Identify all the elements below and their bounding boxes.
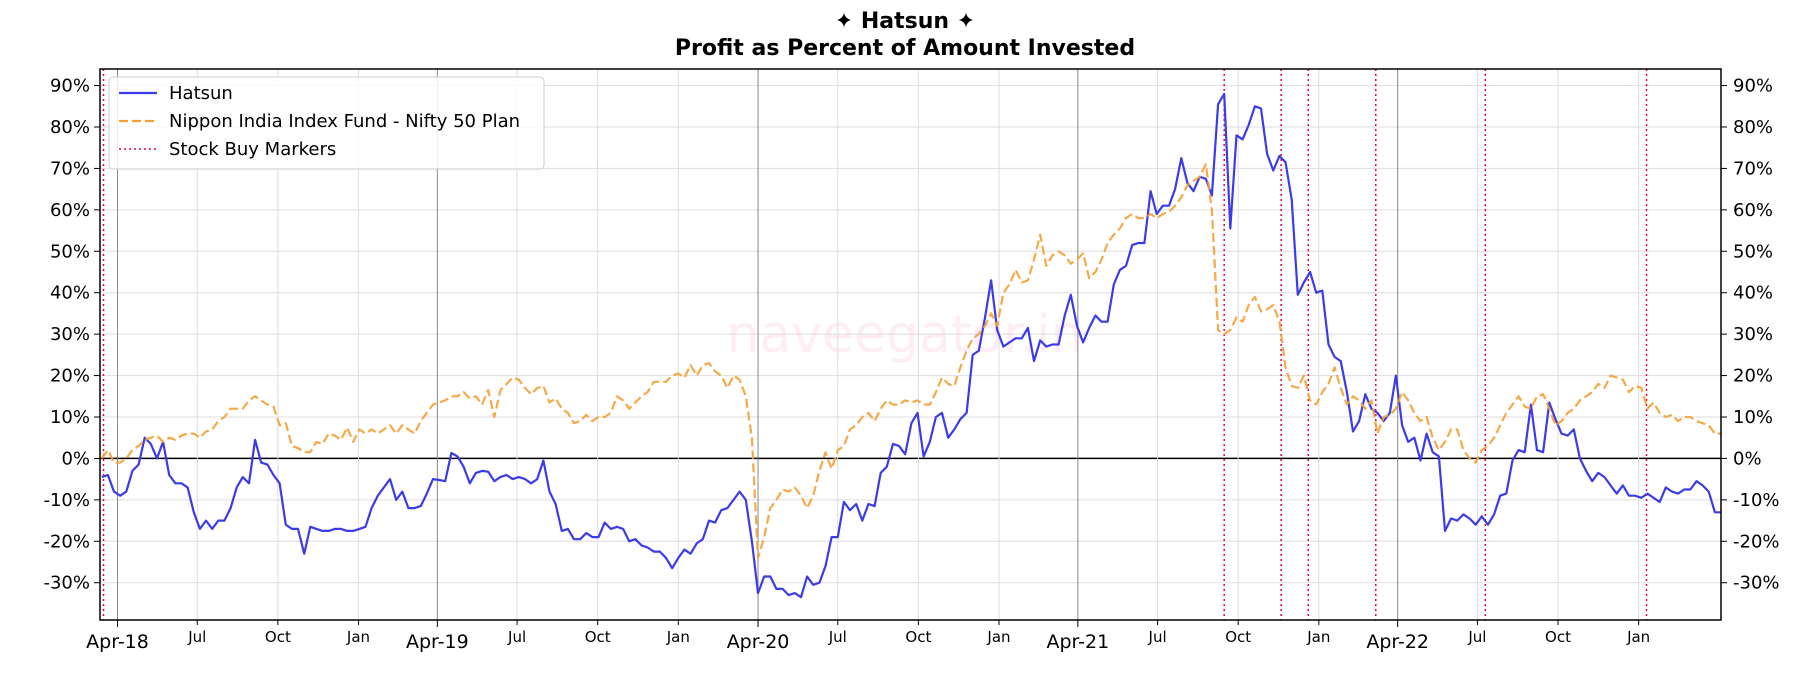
series-lines — [100, 92, 1721, 599]
chart-subtitle: Profit as Percent of Amount Invested — [675, 36, 1135, 61]
x-tick-label-minor: Jan — [346, 628, 370, 646]
y-tick-label-right: 60% — [1733, 200, 1773, 221]
y-tick-label-left: 0% — [61, 448, 90, 469]
y-tick-label-left: -20% — [43, 531, 90, 552]
x-tick-label-minor: Jan — [986, 628, 1010, 646]
x-tick-label-major: Apr-18 — [86, 631, 149, 653]
x-tick-label-minor: Jul — [1148, 628, 1167, 646]
y-tick-label-left: 30% — [50, 324, 90, 345]
x-tick-label-major: Apr-21 — [1047, 631, 1110, 653]
y-tick-label-right: -10% — [1733, 490, 1780, 511]
x-tick-label-minor: Oct — [1225, 628, 1251, 646]
x-tick-label-minor: Oct — [265, 628, 291, 646]
x-tick-label-minor: Oct — [1545, 628, 1571, 646]
x-tick-label-minor: Jan — [666, 628, 690, 646]
y-tick-label-right: 10% — [1733, 407, 1773, 428]
x-tick-label-major: Apr-22 — [1366, 631, 1429, 653]
y-tick-label-right: 30% — [1733, 324, 1773, 345]
y-tick-label-right: 20% — [1733, 366, 1773, 387]
y-tick-label-left: 60% — [50, 200, 90, 221]
grid-lines — [100, 69, 1721, 620]
plot-frame — [99, 68, 1722, 621]
axes: -30% -30% -20% -20% -10% -10% 0% 0% 10% 10% 20% 20%… — [43, 76, 1779, 653]
y-tick-label-left: 50% — [50, 241, 90, 262]
y-tick-label-left: 10% — [50, 407, 90, 428]
series-line-nippon-india-index-fund-nifty-50-plan — [100, 163, 1721, 560]
x-tick-label-minor: Jan — [1306, 628, 1330, 646]
y-tick-label-right: 90% — [1733, 76, 1773, 97]
legend-box — [108, 76, 545, 170]
y-tick-label-left: -10% — [43, 490, 90, 511]
chart-title: ✦ Hatsun ✦ — [835, 9, 975, 34]
x-tick-label-minor: Oct — [585, 628, 611, 646]
y-tick-label-right: -20% — [1733, 531, 1780, 552]
x-tick-label-minor: Jul — [187, 628, 206, 646]
y-tick-label-right: 40% — [1733, 283, 1773, 304]
x-tick-label-minor: Jul — [507, 628, 526, 646]
x-tick-label-major: Apr-19 — [406, 631, 469, 653]
x-tick-label-minor: Jul — [828, 628, 847, 646]
legend-label: Hatsun — [169, 83, 233, 104]
buy-markers — [102, 69, 1648, 620]
y-tick-label-right: 50% — [1733, 241, 1773, 262]
y-tick-label-right: 70% — [1733, 158, 1773, 179]
y-tick-label-left: 90% — [50, 76, 90, 97]
y-tick-label-left: 40% — [50, 283, 90, 304]
x-tick-label-minor: Jan — [1626, 628, 1650, 646]
legend-label: Nippon India Index Fund - Nifty 50 Plan — [169, 111, 520, 132]
y-tick-label-left: 80% — [50, 117, 90, 138]
legend-label: Stock Buy Markers — [169, 139, 336, 160]
y-tick-label-right: 0% — [1733, 448, 1762, 469]
y-tick-label-left: 20% — [50, 366, 90, 387]
legend: Hatsun Nippon India Index Fund - Nifty 50… — [108, 76, 545, 170]
series-line-hatsun — [101, 92, 1721, 599]
x-tick-label-minor: Oct — [905, 628, 931, 646]
x-tick-label-major: Apr-20 — [727, 631, 790, 653]
y-tick-label-left: -30% — [43, 573, 90, 594]
y-tick-label-right: 80% — [1733, 117, 1773, 138]
x-tick-label-minor: Jul — [1467, 628, 1486, 646]
y-tick-label-right: -30% — [1733, 573, 1780, 594]
y-tick-label-left: 70% — [50, 158, 90, 179]
